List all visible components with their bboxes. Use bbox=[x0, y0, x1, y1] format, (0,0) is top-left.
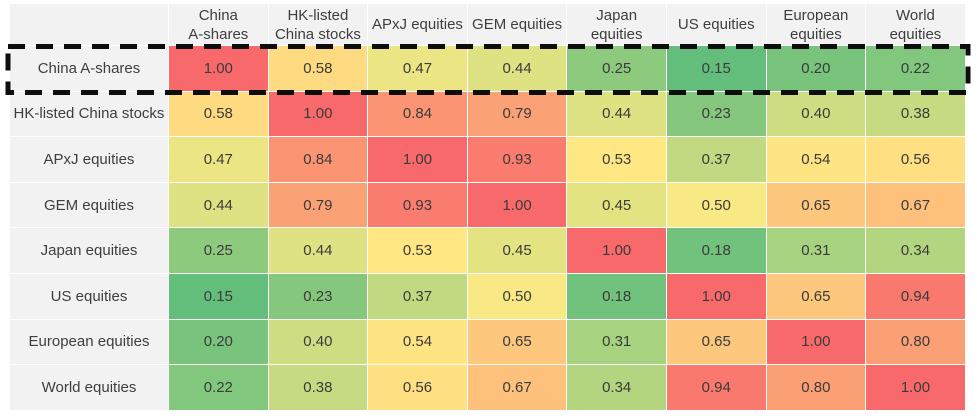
matrix-cell: 0.47 bbox=[368, 46, 467, 91]
matrix-cell: 0.84 bbox=[368, 91, 467, 137]
matrix-cell: 0.22 bbox=[169, 365, 268, 410]
matrix-cell: 0.94 bbox=[866, 273, 965, 319]
matrix-cell: 0.34 bbox=[866, 228, 965, 273]
frame-line-right bbox=[971, 92, 975, 416]
matrix-cell: 0.31 bbox=[766, 228, 866, 273]
matrix-cell: 0.18 bbox=[567, 273, 666, 319]
frame-line-bottom bbox=[0, 412, 977, 416]
matrix-cell: 0.44 bbox=[169, 182, 268, 228]
matrix-cell: 0.67 bbox=[467, 365, 567, 410]
row-label: Japan equities bbox=[10, 228, 168, 273]
matrix-cell: 0.38 bbox=[866, 91, 965, 137]
matrix-cell: 0.34 bbox=[567, 365, 666, 410]
matrix-cell: 0.40 bbox=[766, 91, 866, 137]
matrix-cell: 0.18 bbox=[666, 228, 766, 273]
matrix-cell: 0.40 bbox=[268, 319, 368, 365]
matrix-cell: 1.00 bbox=[467, 182, 567, 228]
matrix-cell: 0.65 bbox=[766, 182, 866, 228]
matrix-cell: 0.58 bbox=[169, 91, 268, 137]
matrix-cell: 0.53 bbox=[567, 137, 666, 182]
matrix-cell: 0.50 bbox=[666, 182, 766, 228]
matrix-cell: 1.00 bbox=[866, 365, 965, 410]
matrix-cell: 0.44 bbox=[567, 91, 666, 137]
matrix-cell: 0.65 bbox=[766, 273, 866, 319]
matrix-cell: 0.54 bbox=[766, 137, 866, 182]
matrix-cell: 1.00 bbox=[169, 46, 268, 91]
matrix-cell: 0.79 bbox=[467, 91, 567, 137]
matrix-cell: 0.80 bbox=[766, 365, 866, 410]
matrix-cell: 0.45 bbox=[567, 182, 666, 228]
column-header: World equities bbox=[866, 4, 965, 45]
matrix-cell: 0.23 bbox=[666, 91, 766, 137]
matrix-cell: 0.47 bbox=[169, 137, 268, 182]
matrix-cell: 0.56 bbox=[368, 365, 467, 410]
matrix-cell: 1.00 bbox=[567, 228, 666, 273]
matrix-cell: 0.65 bbox=[666, 319, 766, 365]
matrix-cell: 0.53 bbox=[368, 228, 467, 273]
matrix-cell: 0.67 bbox=[866, 182, 965, 228]
matrix-cell: 1.00 bbox=[666, 273, 766, 319]
matrix-cell: 0.37 bbox=[368, 273, 467, 319]
column-header: European equities bbox=[766, 4, 866, 45]
matrix-cell: 0.38 bbox=[268, 365, 368, 410]
matrix-cell: 0.37 bbox=[666, 137, 766, 182]
matrix-cell: 0.54 bbox=[368, 319, 467, 365]
row-label: US equities bbox=[10, 273, 168, 319]
matrix-cell: 0.58 bbox=[268, 46, 368, 91]
matrix-cell: 0.56 bbox=[866, 137, 965, 182]
matrix-cell: 0.93 bbox=[368, 182, 467, 228]
matrix-cell: 0.84 bbox=[268, 137, 368, 182]
column-header: China A-shares bbox=[169, 4, 268, 45]
row-label: European equities bbox=[10, 319, 168, 365]
matrix-cell: 0.80 bbox=[866, 319, 965, 365]
row-label: GEM equities bbox=[10, 182, 168, 228]
matrix-cell: 1.00 bbox=[268, 91, 368, 137]
column-header: APxJ equities bbox=[368, 4, 467, 45]
row-label: China A-shares bbox=[10, 46, 168, 91]
correlation-matrix: China A-shares HK-listed China stocks APxJ… bbox=[10, 4, 965, 410]
matrix-cell: 0.79 bbox=[268, 182, 368, 228]
matrix-cell: 0.65 bbox=[467, 319, 567, 365]
matrix-cell: 0.45 bbox=[467, 228, 567, 273]
row-label: World equities bbox=[10, 365, 168, 410]
matrix-cell: 0.15 bbox=[169, 273, 268, 319]
row-label: APxJ equities bbox=[10, 137, 168, 182]
column-header: GEM equities bbox=[467, 4, 567, 45]
matrix-cell: 0.25 bbox=[567, 46, 666, 91]
matrix-cell: 0.15 bbox=[666, 46, 766, 91]
matrix-cell: 0.23 bbox=[268, 273, 368, 319]
row-label: HK-listed China stocks bbox=[10, 91, 168, 137]
matrix-cell: 1.00 bbox=[766, 319, 866, 365]
matrix-cell: 0.50 bbox=[467, 273, 567, 319]
matrix-cell: 0.93 bbox=[467, 137, 567, 182]
matrix-cell: 1.00 bbox=[368, 137, 467, 182]
matrix-cell: 0.31 bbox=[567, 319, 666, 365]
matrix-cell: 0.44 bbox=[268, 228, 368, 273]
matrix-cell: 0.94 bbox=[666, 365, 766, 410]
matrix-cell: 0.22 bbox=[866, 46, 965, 91]
corner-cell bbox=[10, 4, 168, 45]
column-header: Japan equities bbox=[567, 4, 666, 45]
matrix-cell: 0.44 bbox=[467, 46, 567, 91]
matrix-cell: 0.25 bbox=[169, 228, 268, 273]
matrix-cell: 0.20 bbox=[169, 319, 268, 365]
matrix-cell: 0.20 bbox=[766, 46, 866, 91]
column-header: US equities bbox=[666, 4, 766, 45]
column-header: HK-listed China stocks bbox=[268, 4, 368, 45]
